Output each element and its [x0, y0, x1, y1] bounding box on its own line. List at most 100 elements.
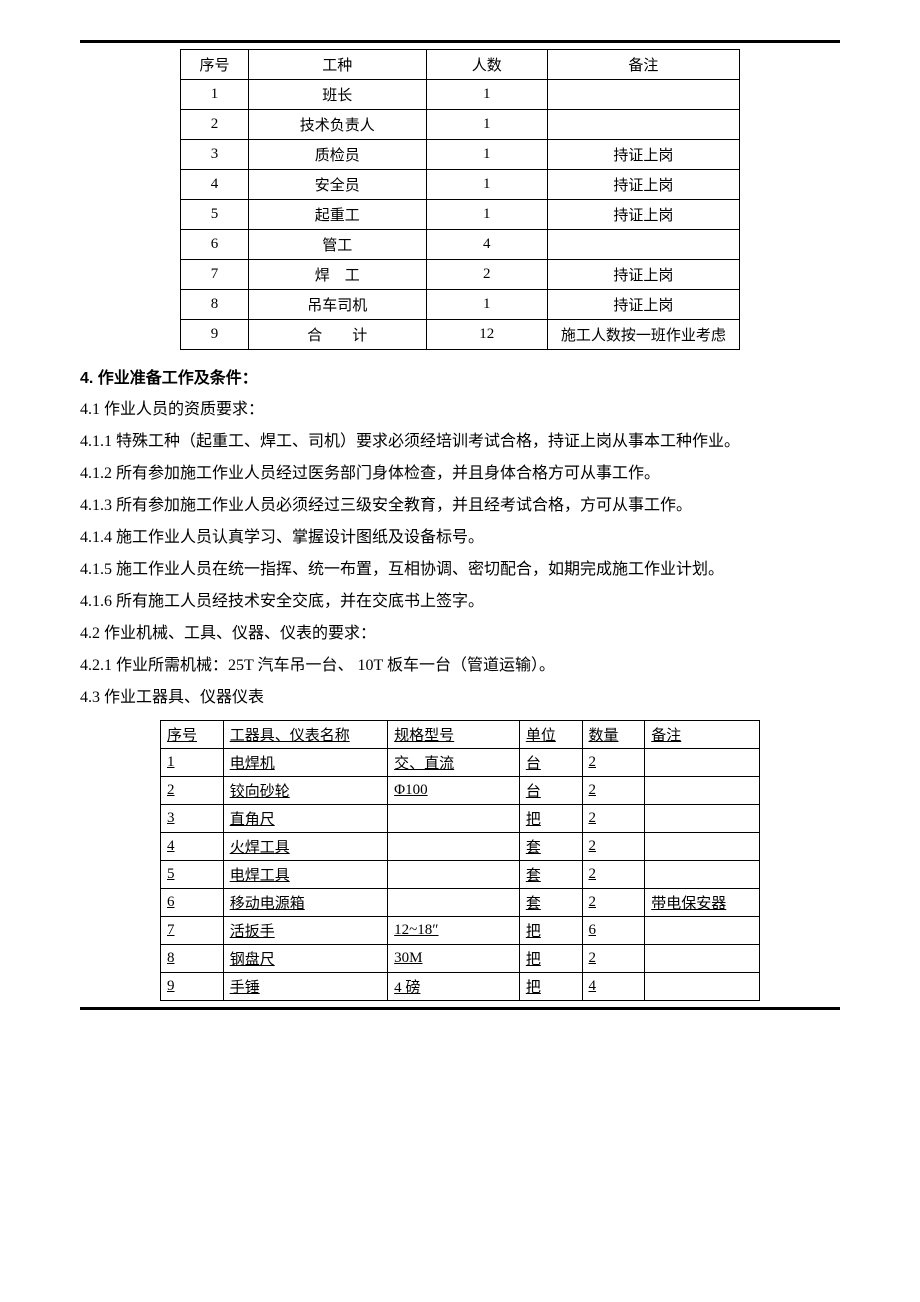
cell-qty: 2 — [582, 861, 645, 889]
section-4-2: 4.2 作业机械、工具、仪器、仪表的要求： — [80, 618, 840, 650]
cell-note — [645, 805, 760, 833]
cell-note: 持证上岗 — [547, 140, 739, 170]
cell-unit: 把 — [519, 973, 582, 1001]
cell-seq: 7 — [181, 260, 249, 290]
table-row: 3直角尺 把2 — [161, 805, 760, 833]
header-job: 工种 — [248, 50, 426, 80]
cell-job: 班长 — [248, 80, 426, 110]
header-num: 人数 — [426, 50, 547, 80]
tools-table: 序号 工器具、仪表名称 规格型号 单位 数量 备注 1电焊机交、直流台22铰向砂… — [160, 720, 760, 1001]
document-page: 序号 工种 人数 备注 1班长12技术负责人13质检员1持证上岗4安全员1持证上… — [0, 0, 920, 1050]
cell-seq: 2 — [181, 110, 249, 140]
cell-qty: 2 — [582, 805, 645, 833]
cell-qty: 2 — [582, 833, 645, 861]
cell-spec: 交、直流 — [388, 749, 520, 777]
table-row: 7焊 工2持证上岗 — [181, 260, 740, 290]
cell-unit: 套 — [519, 833, 582, 861]
cell-note: 持证上岗 — [547, 290, 739, 320]
table-row: 2技术负责人1 — [181, 110, 740, 140]
cell-note — [645, 749, 760, 777]
cell-unit: 台 — [519, 749, 582, 777]
section-4-1-5: 4.1.5 施工作业人员在统一指挥、统一布置，互相协调、密切配合，如期完成施工作… — [80, 554, 840, 586]
cell-note — [645, 973, 760, 1001]
cell-seq: 1 — [161, 749, 224, 777]
cell-note — [645, 777, 760, 805]
section-4-2-1: 4.2.1 作业所需机械：25T 汽车吊一台、 10T 板车一台（管道运输）。 — [80, 650, 840, 682]
table-row: 7活扳手12~18″把6 — [161, 917, 760, 945]
cell-unit: 把 — [519, 945, 582, 973]
cell-job: 焊 工 — [248, 260, 426, 290]
personnel-tbody: 1班长12技术负责人13质检员1持证上岗4安全员1持证上岗5起重工1持证上岗6管… — [181, 80, 740, 350]
section-4-1-3: 4.1.3 所有参加施工作业人员必须经过三级安全教育，并且经考试合格，方可从事工… — [80, 490, 840, 522]
cell-seq: 4 — [181, 170, 249, 200]
cell-name: 直角尺 — [223, 805, 387, 833]
cell-qty: 2 — [582, 945, 645, 973]
cell-note: 持证上岗 — [547, 170, 739, 200]
table-row: 4火焊工具套2 — [161, 833, 760, 861]
cell-num: 4 — [426, 230, 547, 260]
cell-unit: 把 — [519, 917, 582, 945]
cell-seq: 3 — [161, 805, 224, 833]
cell-spec — [388, 833, 520, 861]
cell-num: 1 — [426, 80, 547, 110]
cell-seq: 9 — [161, 973, 224, 1001]
cell-name: 火焊工具 — [223, 833, 387, 861]
cell-num: 2 — [426, 260, 547, 290]
table-row: 6移动电源箱套2带电保安器 — [161, 889, 760, 917]
cell-note — [645, 945, 760, 973]
cell-name: 活扳手 — [223, 917, 387, 945]
cell-qty: 4 — [582, 973, 645, 1001]
cell-name: 手锤 — [223, 973, 387, 1001]
cell-spec — [388, 805, 520, 833]
cell-qty: 2 — [582, 749, 645, 777]
table-row: 9手锤4 磅把4 — [161, 973, 760, 1001]
cell-job: 起重工 — [248, 200, 426, 230]
tools-h-note: 备注 — [645, 721, 760, 749]
cell-num: 1 — [426, 170, 547, 200]
section-4-title: 4. 作业准备工作及条件： — [80, 364, 840, 388]
table-row: 5起重工1持证上岗 — [181, 200, 740, 230]
cell-job: 安全员 — [248, 170, 426, 200]
cell-note — [547, 80, 739, 110]
top-rule — [80, 40, 840, 43]
cell-seq: 9 — [181, 320, 249, 350]
table-row: 3质检员1持证上岗 — [181, 140, 740, 170]
cell-note — [645, 861, 760, 889]
cell-num: 1 — [426, 200, 547, 230]
cell-job: 技术负责人 — [248, 110, 426, 140]
cell-spec — [388, 889, 520, 917]
table-row: 1班长1 — [181, 80, 740, 110]
cell-note — [645, 833, 760, 861]
cell-job: 管工 — [248, 230, 426, 260]
table-row: 9合 计12施工人数按一班作业考虑 — [181, 320, 740, 350]
cell-qty: 2 — [582, 777, 645, 805]
cell-num: 12 — [426, 320, 547, 350]
cell-name: 移动电源箱 — [223, 889, 387, 917]
personnel-table: 序号 工种 人数 备注 1班长12技术负责人13质检员1持证上岗4安全员1持证上… — [180, 49, 740, 350]
cell-note — [547, 230, 739, 260]
cell-job: 合 计 — [248, 320, 426, 350]
cell-qty: 6 — [582, 917, 645, 945]
cell-note: 持证上岗 — [547, 200, 739, 230]
cell-note — [547, 110, 739, 140]
table-row: 2铰向砂轮Φ100台2 — [161, 777, 760, 805]
table-row: 6管工4 — [181, 230, 740, 260]
section-4-1: 4.1 作业人员的资质要求： — [80, 394, 840, 426]
bottom-rule — [80, 1007, 840, 1010]
cell-note: 持证上岗 — [547, 260, 739, 290]
cell-job: 质检员 — [248, 140, 426, 170]
tools-tbody: 1电焊机交、直流台22铰向砂轮Φ100台23直角尺把24火焊工具套25电焊工具套… — [161, 749, 760, 1001]
tools-h-seq: 序号 — [161, 721, 224, 749]
cell-unit: 把 — [519, 805, 582, 833]
tools-h-unit: 单位 — [519, 721, 582, 749]
cell-job: 吊车司机 — [248, 290, 426, 320]
cell-seq: 5 — [181, 200, 249, 230]
cell-seq: 2 — [161, 777, 224, 805]
table-row: 5电焊工具套2 — [161, 861, 760, 889]
table-row: 4安全员1持证上岗 — [181, 170, 740, 200]
cell-num: 1 — [426, 110, 547, 140]
tools-h-spec: 规格型号 — [388, 721, 520, 749]
table-row: 8钢盘尺30M把2 — [161, 945, 760, 973]
cell-seq: 8 — [181, 290, 249, 320]
cell-spec: 30M — [388, 945, 520, 973]
